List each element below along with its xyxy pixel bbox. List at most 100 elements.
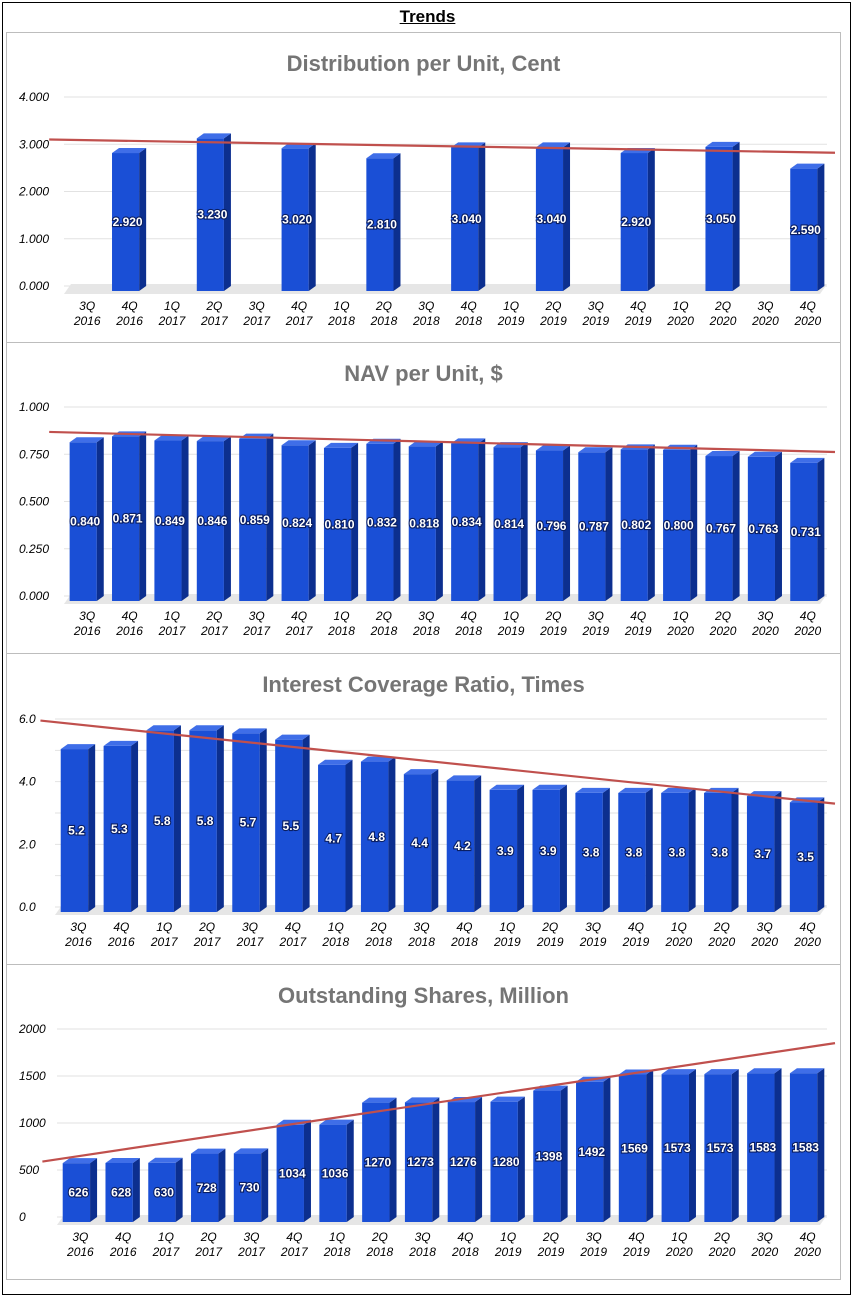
bar-front	[196, 138, 224, 291]
data-label: 3.230	[197, 208, 227, 222]
x-tick-label: 3Q 2018	[407, 920, 435, 949]
data-label: 0.787	[579, 520, 609, 534]
bar-side	[181, 435, 189, 601]
bar-side	[646, 1069, 654, 1222]
bar-front	[575, 792, 603, 912]
x-tick-label: 4Q 2016	[107, 920, 135, 949]
bar-front	[705, 146, 733, 291]
x-tick-label: 2Q 2017	[200, 609, 229, 638]
bar-front	[366, 443, 394, 601]
x-tick-quarter: 4Q	[113, 920, 129, 934]
x-tick-label: 1Q 2019	[497, 609, 525, 638]
bar: 5.2	[60, 744, 96, 912]
bar-top	[319, 1119, 354, 1125]
x-tick-quarter: 3Q	[415, 1230, 431, 1244]
bar-side	[351, 442, 359, 601]
x-tick-label: 1Q 2019	[494, 1230, 522, 1259]
x-tick-label: 3Q 2018	[412, 609, 440, 638]
bar-top	[618, 787, 653, 793]
bar-side	[308, 440, 316, 601]
x-tick-year: 2018	[454, 314, 482, 328]
bar-front	[661, 792, 689, 912]
x-tick-quarter: 1Q	[673, 299, 689, 313]
x-tick-label: 4Q 2019	[622, 920, 650, 949]
x-tick-label: 2Q 2018	[370, 609, 398, 638]
x-tick-label: 2Q 2018	[365, 1230, 393, 1259]
bar: 1492	[576, 1076, 611, 1222]
x-tick-quarter: 4Q	[630, 299, 646, 313]
bar: 4.8	[360, 756, 396, 912]
bar-top	[747, 1068, 782, 1074]
data-label: 3.8	[626, 845, 643, 859]
x-tick-quarter: 1Q	[673, 609, 689, 623]
x-tick-quarter: 1Q	[158, 1230, 174, 1244]
bar-front	[535, 147, 564, 291]
x-tick-quarter: 1Q	[499, 920, 515, 934]
x-tick-quarter: 4Q	[630, 609, 646, 623]
x-tick-year: 2016	[73, 314, 101, 328]
bar-front	[578, 452, 606, 601]
x-tick-quarter: 4Q	[800, 1230, 816, 1244]
bar-front	[103, 745, 132, 912]
bar-top	[60, 744, 96, 750]
bar-side	[731, 1069, 739, 1222]
x-tick-year: 2018	[327, 624, 355, 638]
x-tick-quarter: 1Q	[671, 920, 687, 934]
x-tick-label: 3Q 2019	[579, 920, 607, 949]
x-tick-quarter: 1Q	[503, 299, 519, 313]
bar-front	[620, 153, 648, 291]
chart-title: Interest Coverage Ratio, Times	[262, 672, 585, 697]
data-label: 0.810	[325, 517, 355, 531]
x-tick-quarter: 3Q	[242, 920, 258, 934]
bar-side	[774, 1068, 782, 1222]
x-tick-year: 2018	[408, 1245, 436, 1259]
x-tick-quarter: 3Q	[588, 609, 604, 623]
trendline	[42, 1042, 836, 1163]
bar-front	[105, 1162, 133, 1222]
x-tick-quarter: 1Q	[334, 609, 350, 623]
x-tick-year: 2019	[539, 314, 567, 328]
chart-interest-coverage-ratio: Interest Coverage Ratio, Times 0.0 2.0 4.0…	[6, 653, 841, 965]
data-label: 3.7	[754, 847, 771, 861]
bar-front	[408, 446, 436, 601]
data-label: 728	[197, 1181, 217, 1195]
bar-front	[404, 1102, 433, 1222]
bar-side	[688, 1069, 696, 1222]
bar-side	[216, 725, 224, 912]
x-tick-quarter: 3Q	[588, 299, 604, 313]
bar-front	[275, 739, 303, 912]
x-tick-year: 2020	[751, 624, 779, 638]
bar: 4.2	[446, 775, 482, 912]
bar-side	[517, 784, 525, 912]
bar-side	[478, 142, 486, 291]
x-tick-label: 3Q 2019	[582, 299, 610, 328]
bar-front	[276, 1124, 304, 1222]
x-tick-label: 3Q 2019	[579, 1230, 607, 1259]
bar: 0.846	[196, 436, 231, 601]
x-tick-quarter: 4Q	[461, 299, 477, 313]
bar-front	[747, 456, 775, 601]
x-tick-label: 4Q 2017	[280, 1230, 309, 1259]
x-tick-year: 2020	[750, 935, 778, 949]
data-label: 0.802	[621, 518, 651, 532]
bar: 2.590	[790, 163, 825, 291]
x-tick-year: 2020	[709, 314, 737, 328]
x-tick-year: 2020	[707, 935, 735, 949]
bar-side	[602, 787, 610, 912]
x-tick-label: 4Q 2018	[451, 1230, 479, 1259]
x-tick-year: 2017	[150, 935, 179, 949]
bar-top	[366, 153, 401, 159]
x-tick-quarter: 4Q	[800, 609, 816, 623]
y-tick-label: 4.000	[19, 90, 49, 104]
x-tick-label: 3Q 2020	[750, 1230, 778, 1259]
x-tick-year: 2019	[624, 314, 652, 328]
bar-front	[789, 1073, 818, 1222]
bar-top	[362, 1097, 397, 1103]
bar-side	[688, 787, 696, 912]
data-label: 2.590	[791, 223, 821, 237]
x-tick-year: 2018	[412, 624, 440, 638]
x-tick-quarter: 1Q	[334, 299, 350, 313]
x-tick-quarter: 4Q	[122, 299, 138, 313]
bar: 4.4	[403, 769, 439, 912]
bar-front	[789, 802, 818, 912]
